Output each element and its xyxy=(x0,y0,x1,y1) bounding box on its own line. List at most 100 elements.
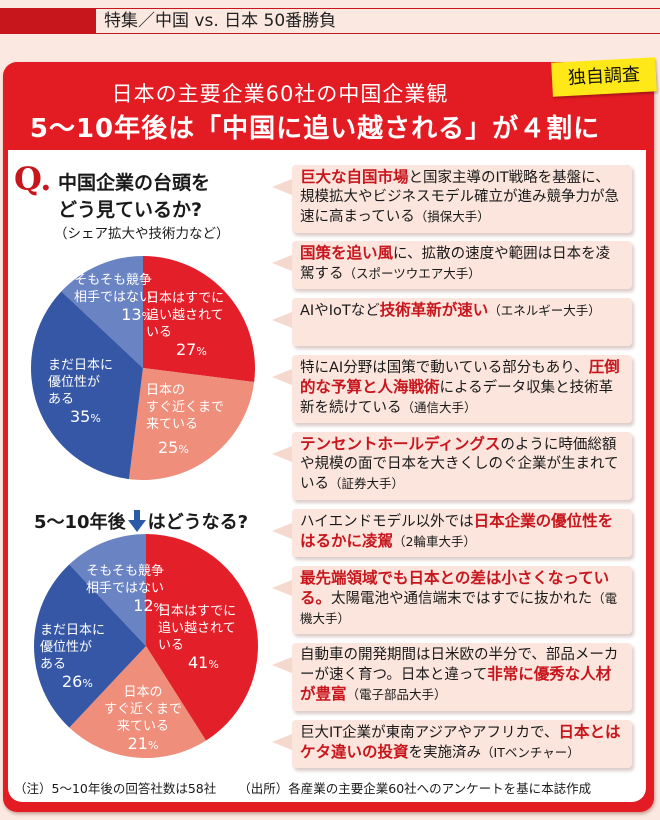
label-line: いる xyxy=(158,638,185,653)
highlight-text: 国策を追い風 xyxy=(300,244,394,262)
label-line: 追い越されて xyxy=(146,308,224,323)
comment-bubble: 国策を追い風に、拡散の速度や範囲は日本を凌駕する（スポーツウエア大手） xyxy=(272,241,632,289)
label-line: そもそも競争 xyxy=(74,273,153,288)
body-text: と国家主導のIT戦略を基盤に、規模拡大やビジネスモデル確立が進み競争力が急速に高… xyxy=(300,170,619,225)
pie-slice xyxy=(33,564,146,728)
label-line: まだ日本に xyxy=(40,623,106,638)
highlight-text: 日本とはケタ違いの投資 xyxy=(300,723,621,761)
footer-notes: （注）5～10年後の回答社数は58社 （出所）各産業の主要企業60社へのアンケート… xyxy=(14,778,591,797)
pie-slice xyxy=(69,534,146,646)
label-line: 日本はすでに xyxy=(158,604,237,619)
source-text: （電子部品大手） xyxy=(346,687,447,702)
question-subtitle: （シェア拡大や技術力など） xyxy=(54,226,230,242)
label-line: 優位性が xyxy=(48,375,101,390)
label-line: 相手ではない xyxy=(74,290,153,305)
comment-bubble: 最先端領域でも日本との差は小さくなっている。太陽電池や通信端末ではすでに抜かれた… xyxy=(272,566,632,634)
body-text: のように時価総額や規模の面で日本を大きくしのぐ企業が生まれている xyxy=(300,437,619,492)
label-line: 相手ではない xyxy=(86,581,165,596)
down-arrow-icon xyxy=(127,510,146,532)
source-text: （スポーツウエア大手） xyxy=(343,266,481,281)
pie-slice xyxy=(69,646,207,758)
card-headline: 5～10年後は「中国に追い越される」が４割に xyxy=(29,114,601,144)
pie-slice xyxy=(128,368,255,480)
question-mark-icon: Q. xyxy=(14,160,52,198)
pie-slice xyxy=(143,256,255,383)
label-line: 追い越されて xyxy=(158,621,236,636)
body-text: 太陽電池や通信端末ではすでに抜かれた xyxy=(331,591,593,607)
source-text: （2輪車大手） xyxy=(393,534,476,549)
question-line1: 中国企業の台頭を xyxy=(58,172,211,194)
label-line: 優位性が xyxy=(40,640,93,655)
question2-suffix: はどうなる? xyxy=(147,512,249,533)
card-subtitle: 日本の主要企業60社の中国企業観 xyxy=(111,82,449,106)
pct-value: 21% xyxy=(127,734,159,753)
source-text: （通信大手） xyxy=(401,400,477,415)
pie-chart-current xyxy=(30,256,255,480)
body-text: に、拡散の速度や範囲は日本を凌駕する xyxy=(300,246,611,282)
highlight-text: 非常に優秀な人材が豊富 xyxy=(300,665,612,703)
body-text: 特にAI分野は国策で動いている部分もあり、 xyxy=(300,360,589,376)
pct-value: 12% xyxy=(133,596,165,615)
label-line: ある xyxy=(48,392,75,407)
question-line2: どう見ているか? xyxy=(58,199,203,221)
highlight-text: 巨大な自国市場 xyxy=(300,168,409,186)
pct-value: 27% xyxy=(176,340,207,359)
comment-bubble: 巨大IT企業が東南アジアやアフリカで、日本とはケタ違いの投資を実施済み（ITベン… xyxy=(272,720,632,768)
footnote: （注）5～10年後の回答社数は58社 xyxy=(14,781,217,796)
source-text: （電機大手） xyxy=(300,591,618,626)
pie2-label-overtaken: 日本はすでに 追い越されて いる 41% xyxy=(158,603,236,673)
pct-value: 26% xyxy=(62,672,93,691)
comment-bubble: テンセントホールディングスのように時価総額や規模の面で日本を大きくしのぐ企業が生… xyxy=(272,432,632,500)
pie2-label-not-rival: そもそも競争 相手ではない 12% xyxy=(86,563,164,616)
section-label: 特集／中国 vs. 日本 50番勝負 xyxy=(96,8,660,34)
source-text: （証券大手） xyxy=(329,476,405,491)
label-line: そもそも競争 xyxy=(86,564,165,579)
label-line: まだ日本に xyxy=(48,358,114,373)
exclusive-survey-badge: 独自調査 xyxy=(551,57,657,97)
comment-bubble: 特にAI分野は国策で動いている部分もあり、圧倒的な予算と人海戦術によるデータ収集… xyxy=(272,355,632,423)
label-line: すぐ近くまで xyxy=(146,400,225,415)
body-text: ハイエンドモデル以外では xyxy=(300,514,474,530)
pie-slice xyxy=(146,534,258,741)
pie-slice xyxy=(30,291,143,480)
label-line: 来ている xyxy=(117,719,170,734)
label-line: いる xyxy=(146,325,173,340)
body-text: によるデータ収集と技術革新を続けている xyxy=(300,380,614,416)
question2-title: 5～10年後 はどうなる? xyxy=(34,508,248,534)
body-text: を実施済み xyxy=(408,745,482,761)
label-line: 来ている xyxy=(146,417,199,432)
label-line: ある xyxy=(40,657,67,672)
label-line: すぐ近くまで xyxy=(104,702,183,717)
source-note: （出所）各産業の主要企業60社へのアンケートを基に本誌作成 xyxy=(238,781,592,796)
pie1-label-not-rival: そもそも競争 相手ではない 13% xyxy=(74,272,152,325)
pie-slice xyxy=(61,256,143,368)
comment-bubble: 巨大な自国市場と国家主導のIT戦略を基盤に、規模拡大やビジネスモデル確立が進み競… xyxy=(272,165,632,233)
comment-bubble: 自動車の開発期間は日米欧の半分で、部品メーカーが速く育つ。日本と違って非常に優秀… xyxy=(272,643,632,711)
source-text: （損保大手） xyxy=(414,209,490,224)
body-text: 巨大IT企業が東南アジアやアフリカで、 xyxy=(300,725,559,741)
pie2-label-advantage: まだ日本に 優位性が ある 26% xyxy=(40,622,105,692)
highlight-text: 圧倒的な予算と人海戦術 xyxy=(300,358,620,396)
source-text: （ITベンチャー） xyxy=(481,745,580,760)
highlight-text: 最先端領域でも日本との差は小さくなっている。 xyxy=(300,569,610,607)
pie-chart-future xyxy=(33,534,258,758)
highlight-text: 技術革新が速い xyxy=(379,301,489,319)
source-text: （エネルギー大手） xyxy=(488,303,601,318)
pie1-label-overtaken: 日本はすでに 追い越されて いる 27% xyxy=(146,290,224,360)
question2-prefix: 5～10年後 xyxy=(34,512,126,533)
label-line: 日本はすでに xyxy=(146,291,225,306)
pct-value: 35% xyxy=(70,407,101,426)
pie2-label-close: 日本の すぐ近くまで 来ている 21% xyxy=(104,684,182,754)
pie1-label-advantage: まだ日本に 優位性が ある 35% xyxy=(48,357,113,427)
pct-value: 25% xyxy=(158,438,189,457)
label-line: 日本の xyxy=(123,685,163,700)
pct-value: 41% xyxy=(188,653,219,672)
label-line: 日本の xyxy=(146,383,186,398)
question-title: 中国企業の台頭を どう見ているか? xyxy=(58,170,210,224)
body-text: AIやIoTなど xyxy=(300,303,380,319)
highlight-text: テンセントホールディングス xyxy=(300,435,501,453)
comment-bubble: ハイエンドモデル以外では日本企業の優位性をはるかに凌駕（2輪車大手） xyxy=(272,509,632,557)
pct-value: 13% xyxy=(121,305,153,324)
highlight-text: 日本企業の優位性をはるかに凌駕 xyxy=(300,512,614,550)
body-text: 自動車の開発期間は日米欧の半分で、部品メーカーが速く育つ。日本と違って xyxy=(300,647,619,683)
